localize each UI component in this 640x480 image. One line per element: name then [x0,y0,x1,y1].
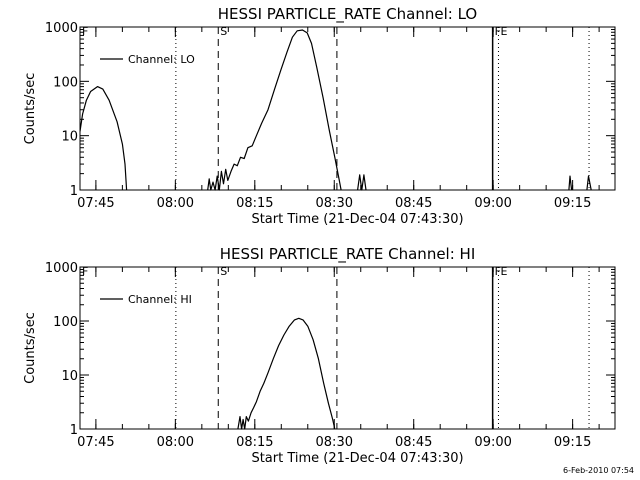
chart-title: HESSI PARTICLE_RATE Channel: HI [220,245,476,264]
series-line-segment [568,175,573,191]
y-tick-label: 1000 [45,21,78,36]
series-line-segment [357,174,367,191]
chart-panel-hi: HESSI PARTICLE_RATE Channel: HI 1 10 100 100… [23,245,616,466]
legend-label: Channel: HI [128,293,192,306]
x-tick-label: 08:15 [236,196,273,211]
footer-timestamp: 6-Feb-2010 07:54 [563,466,634,475]
x-tick-label: 08:15 [236,435,273,450]
event-marker-label: F [495,25,501,38]
y-tick-label: 1000 [45,261,78,276]
event-marker-label: E [500,25,507,38]
x-axis-label: Start Time (21-Dec-04 07:43:30) [251,451,463,466]
chart-title: HESSI PARTICLE_RATE Channel: LO [218,5,477,24]
series-line-segment [586,175,592,191]
x-tick-label: 08:45 [395,196,432,211]
series-line-segment [237,317,336,430]
event-marker-label: S [220,25,227,38]
event-marker-label: E [500,265,507,278]
legend-label: Channel: LO [128,53,195,66]
x-tick-label: 08:00 [157,435,194,450]
x-tick-label: 09:00 [474,196,511,211]
y-tick-label: 1 [70,423,78,438]
x-tick-label: 08:30 [316,435,353,450]
y-axis-label: Counts/sec [23,312,38,384]
x-tick-label: 07:45 [77,196,114,211]
series-line-segment [79,85,128,191]
x-tick-label: 07:45 [77,435,114,450]
y-tick-label: 100 [53,75,78,90]
x-tick-label: 09:15 [554,196,591,211]
x-tick-label: 08:00 [157,196,194,211]
y-axis-label: Counts/sec [23,73,38,145]
x-tick-label: 09:00 [474,435,511,450]
y-tick-label: 100 [53,315,78,330]
chart-panel-lo: HESSI PARTICLE_RATE Channel: LO 1 10 100 100… [23,5,616,227]
x-tick-label: 08:45 [395,435,432,450]
y-tick-label: 10 [61,130,78,145]
plot-frame [79,26,616,191]
event-marker-label: F [82,265,88,278]
event-marker-label: S [220,265,227,278]
y-tick-label: 10 [61,369,78,384]
y-tick-label: 1 [70,184,78,199]
series-line-segment [207,29,342,191]
plot-frame [79,266,616,430]
x-tick-label: 09:15 [554,435,591,450]
event-marker-label: F [495,265,501,278]
event-marker-label: F [82,25,88,38]
x-axis-label: Start Time (21-Dec-04 07:43:30) [251,212,463,227]
x-tick-label: 08:30 [316,196,353,211]
